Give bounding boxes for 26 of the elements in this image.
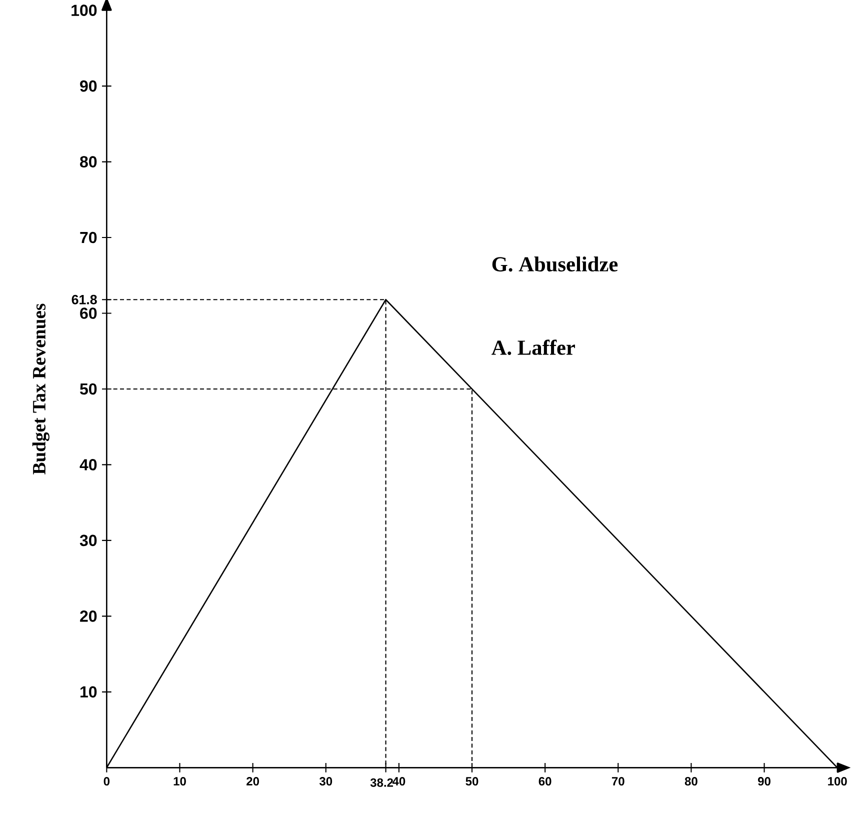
- x-tick-label: 80: [684, 777, 698, 786]
- y-tick-label: 100: [72, 4, 97, 16]
- x-tick-label: 20: [246, 777, 259, 786]
- y-tick-label: 10: [80, 686, 97, 698]
- x-tick-label: 40: [392, 777, 406, 786]
- x-tick-label: 60: [538, 777, 552, 786]
- y-tick-label: 30: [80, 534, 97, 546]
- y-tick-label: 50: [80, 383, 97, 395]
- y-tick-label: 60: [80, 308, 97, 319]
- x-tick-label: 0: [104, 777, 110, 786]
- y-tick-label: 90: [80, 80, 97, 92]
- x-tick-label: 100: [828, 777, 847, 786]
- x-tick-label: 70: [612, 777, 624, 786]
- y-tick-label: 20: [80, 610, 97, 622]
- y-tick-label: 61.8: [72, 294, 97, 304]
- y-tick-label: 80: [80, 156, 97, 168]
- x-tick-label: 10: [174, 777, 186, 786]
- y-tick-label: 40: [80, 459, 97, 470]
- annotation: G. Abuselidze: [492, 256, 618, 272]
- x-tick-label: 90: [758, 777, 770, 786]
- x-tick-label: 30: [319, 777, 332, 786]
- annotation: A. Laffer: [492, 340, 575, 355]
- y-axis-title: Budget Tax Revenues: [32, 304, 50, 474]
- x-tick-label: 50: [466, 777, 478, 786]
- y-tick-label: 70: [80, 232, 97, 244]
- x-tick-label: 38.2: [370, 778, 393, 787]
